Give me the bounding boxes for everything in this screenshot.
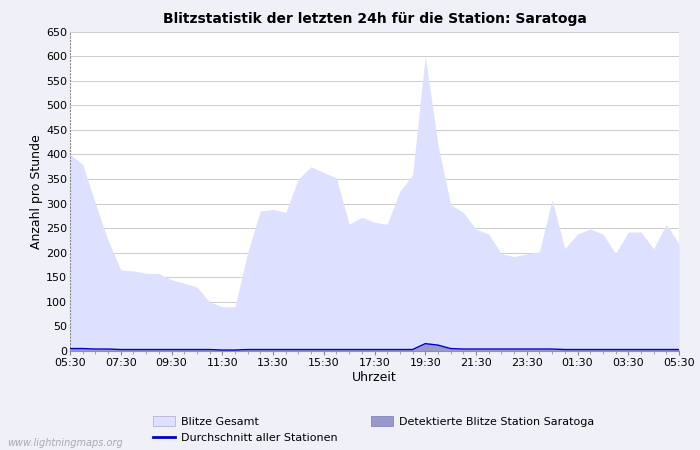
Legend: Blitze Gesamt, Durchschnitt aller Stationen, Detektierte Blitze Station Saratoga: Blitze Gesamt, Durchschnitt aller Statio… bbox=[148, 412, 598, 448]
Title: Blitzstatistik der letzten 24h für die Station: Saratoga: Blitzstatistik der letzten 24h für die S… bbox=[162, 12, 587, 26]
Y-axis label: Anzahl pro Stunde: Anzahl pro Stunde bbox=[30, 134, 43, 248]
X-axis label: Uhrzeit: Uhrzeit bbox=[352, 371, 397, 384]
Text: www.lightningmaps.org: www.lightningmaps.org bbox=[7, 438, 122, 448]
